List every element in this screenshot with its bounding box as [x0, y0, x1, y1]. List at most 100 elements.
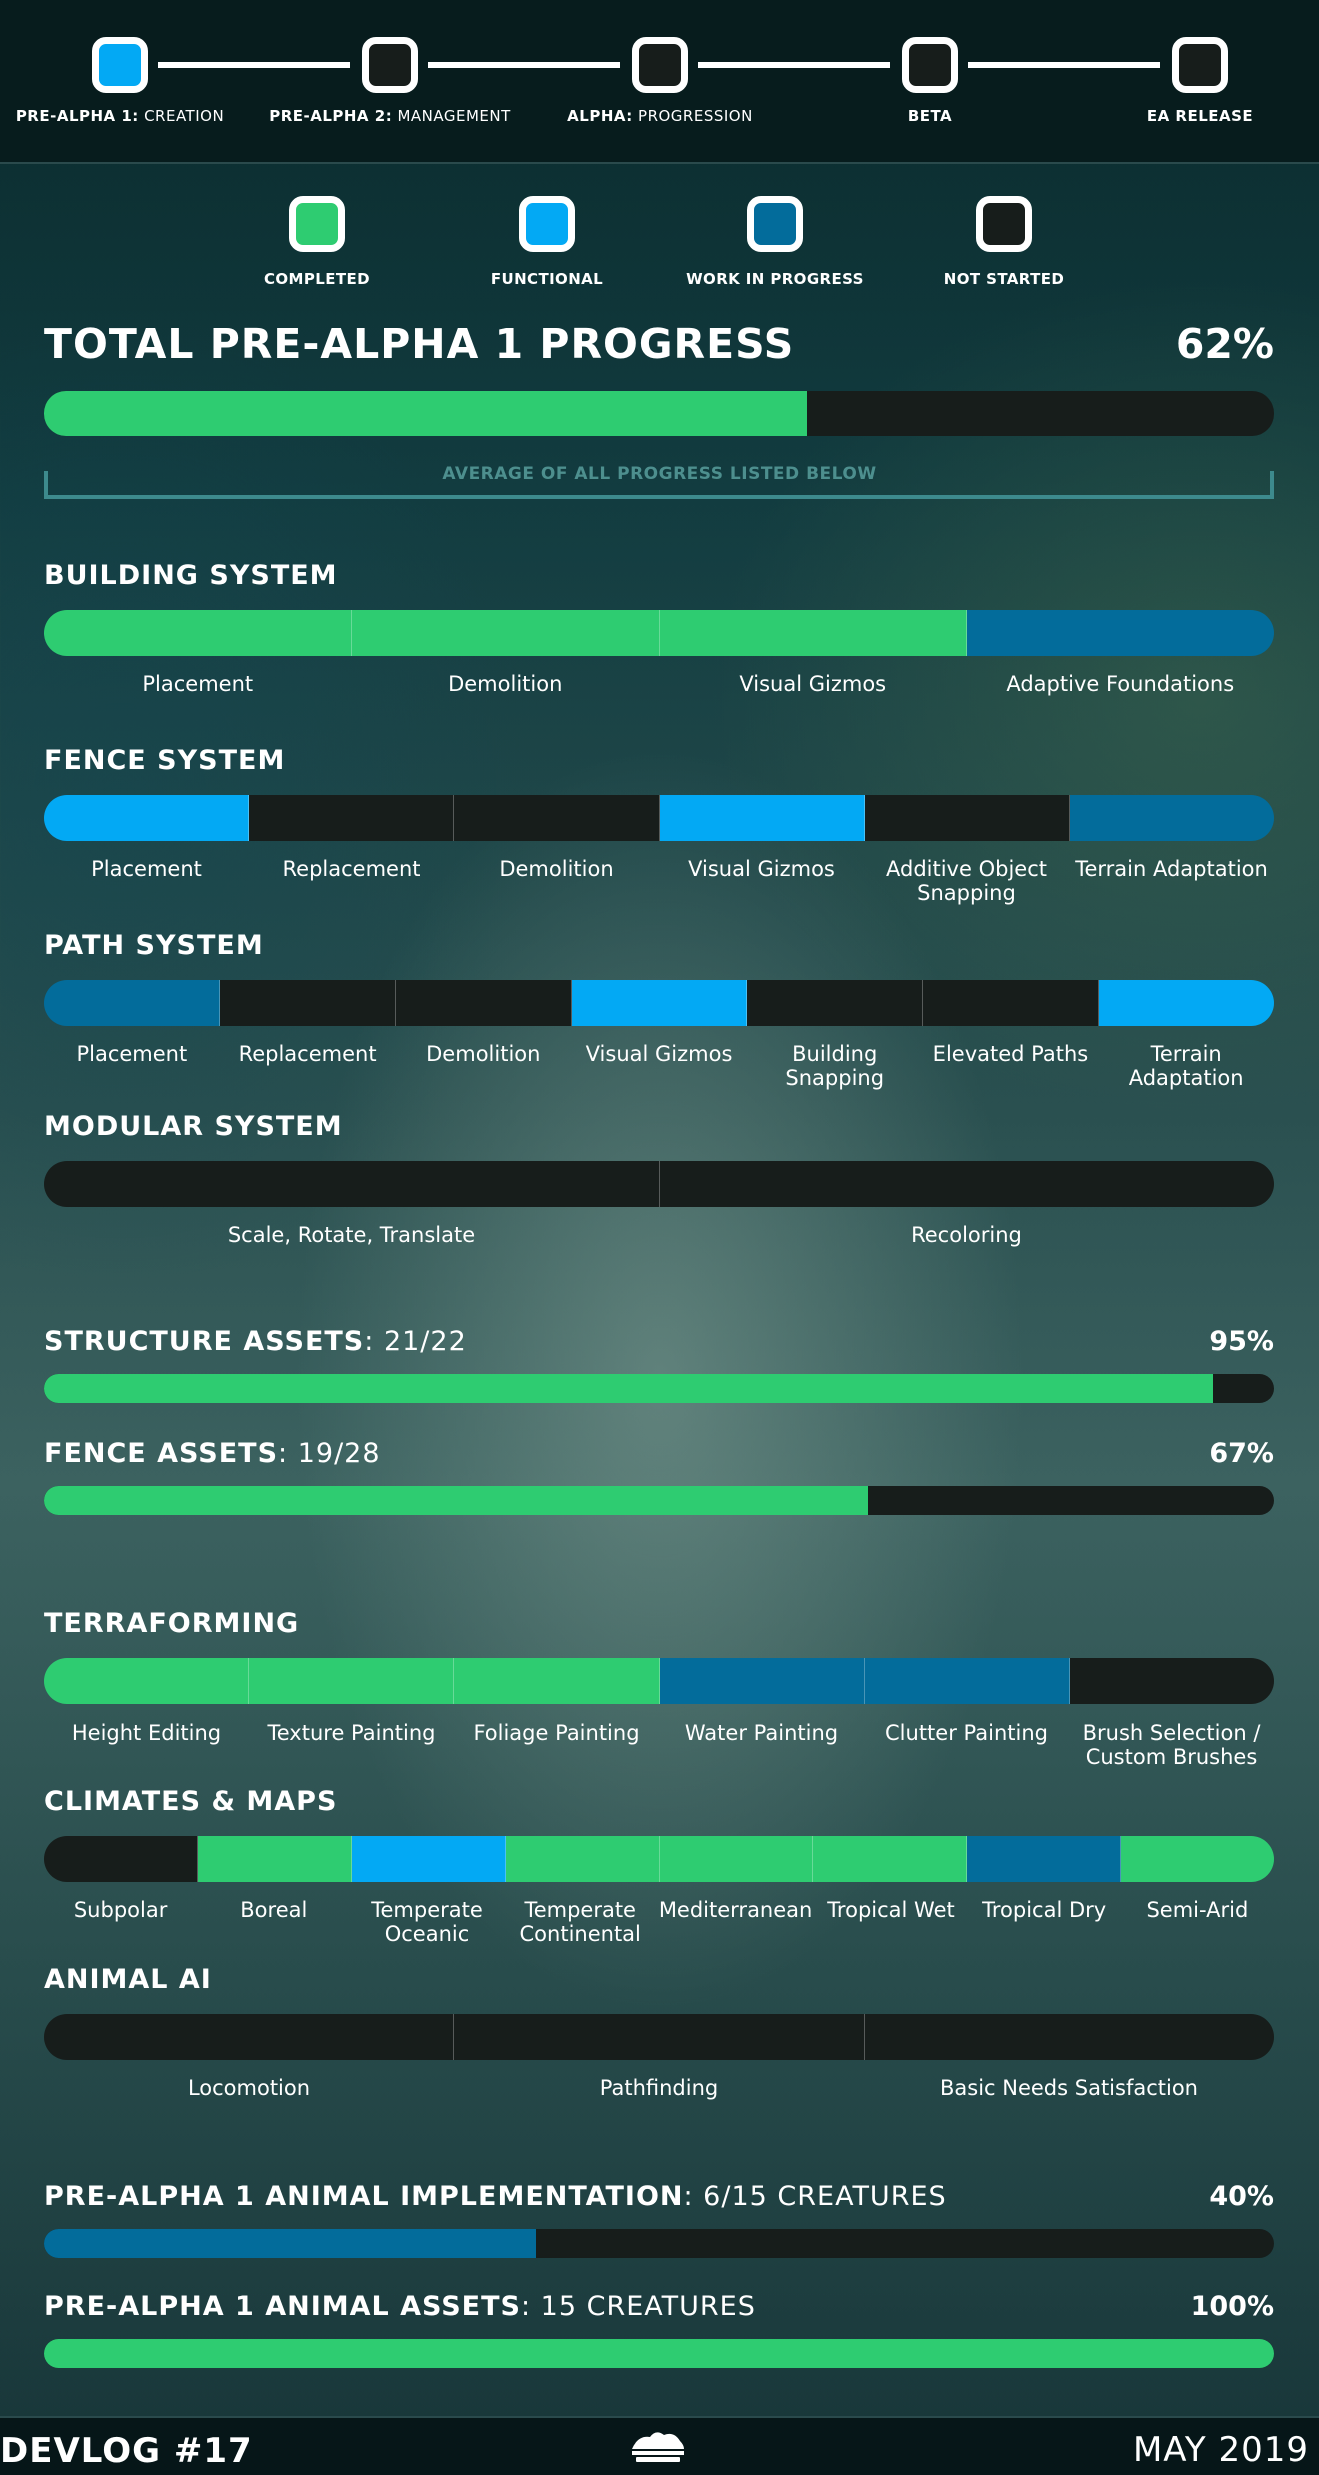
segment-label: Replacement [282, 857, 421, 881]
segment-label: Temperate Oceanic [371, 1898, 483, 1946]
structure-assets-bar [44, 1374, 1274, 1403]
segment-label: Basic Needs Satisfaction [939, 2076, 1198, 2100]
structure-assets-title: STRUCTURE ASSETS: 21/22 [44, 1326, 467, 1357]
progress-segment [864, 795, 1070, 841]
roadmap-stage-label: BETA [907, 107, 953, 125]
structure-assets-percent: 95% [1209, 1326, 1274, 1357]
modular-system-labels: Scale, Rotate, Translate Recoloring [44, 1223, 1274, 1247]
progress-segment [967, 610, 1274, 656]
segment-label: Demolition [426, 1042, 541, 1066]
progress-segment [659, 610, 968, 656]
legend-swatch-completed [289, 196, 345, 252]
total-progress-title: TOTAL PRE-ALPHA 1 PROGRESS [44, 320, 795, 368]
roadmap-stage-label: PRE-ALPHA 1: CREATION [15, 107, 225, 125]
progress-segment [44, 1658, 250, 1704]
total-progress-percent: 62% [1175, 320, 1274, 368]
average-note: AVERAGE OF ALL PROGRESS LISTED BELOW [442, 464, 877, 484]
segment-label: Brush Selection / Custom Brushes [1082, 1721, 1261, 1769]
progress-segment [44, 1161, 660, 1207]
segment-label: Water Painting [684, 1721, 839, 1745]
roadmap-stage-box [1172, 37, 1228, 93]
segment-label: Semi-Arid [1146, 1898, 1249, 1922]
segment-label: Texture Painting [267, 1721, 436, 1745]
progress-segment [505, 1836, 660, 1882]
animal-implementation-bar [44, 2229, 1274, 2258]
fence-system-bar [44, 795, 1274, 841]
progress-segment [249, 1658, 455, 1704]
segment-label: Height Editing [71, 1721, 222, 1745]
roadmap-connector [158, 62, 350, 68]
prehistoric-kingdom-logo [632, 2432, 684, 2462]
progress-segment [219, 980, 396, 1026]
segment-label: Recoloring [911, 1223, 1022, 1247]
devlog-number: DEVLOG #17 [0, 2431, 253, 2471]
roadmap-stage-box [362, 37, 418, 93]
building-system-title: BUILDING SYSTEM [44, 560, 338, 591]
progress-segment [864, 1658, 1070, 1704]
legend-label: NOT STARTED [943, 270, 1065, 288]
fence-assets-bar [44, 1486, 1274, 1515]
building-system-bar [44, 610, 1274, 656]
segment-label: Visual Gizmos [585, 1042, 733, 1066]
segment-label: Boreal [240, 1898, 308, 1922]
progress-segment [197, 1836, 352, 1882]
structure-assets-fill [44, 1374, 1213, 1403]
roadmap-stage-box [632, 37, 688, 93]
roadmap-stage-box [92, 37, 148, 93]
progress-segment [1069, 1658, 1274, 1704]
progress-segment [351, 610, 660, 656]
progress-segment [747, 980, 924, 1026]
fence-system-labels: Placement Replacement Demolition Visual Giz… [44, 857, 1274, 905]
segment-label: Elevated Paths [932, 1042, 1089, 1066]
roadmap-stage-label: ALPHA: PROGRESSION [567, 107, 753, 125]
average-bracket [44, 471, 1274, 499]
terraforming-labels: Height Editing Texture Painting Foliage Pa… [44, 1721, 1274, 1769]
building-system-labels: Placement Demolition Visual Gizmos Adaptive… [44, 672, 1274, 696]
animal-ai-title: ANIMAL AI [44, 1964, 212, 1995]
segment-label: Building Snapping [785, 1042, 885, 1090]
segment-label: Pathfinding [599, 2076, 719, 2100]
roadmap-stage-label: PRE-ALPHA 2: MANAGEMENT [269, 107, 511, 125]
progress-segment [249, 795, 455, 841]
progress-segment [44, 980, 220, 1026]
segment-label: Visual Gizmos [739, 672, 887, 696]
roadmap-stage-label: EA RELEASE [1146, 107, 1254, 125]
segment-label: Adaptive Foundations [1006, 672, 1235, 696]
segment-label: Placement [142, 672, 254, 696]
roadmap-connector [698, 62, 890, 68]
animal-implementation-title: PRE-ALPHA 1 ANIMAL IMPLEMENTATION: 6/15 … [44, 2181, 947, 2212]
modular-system-title: MODULAR SYSTEM [44, 1111, 343, 1142]
segment-label: Tropical Dry [982, 1898, 1107, 1922]
progress-segment [967, 1836, 1122, 1882]
roadmap-connector [968, 62, 1160, 68]
legend-label: COMPLETED [263, 270, 370, 288]
progress-segment [454, 1658, 660, 1704]
path-system-title: PATH SYSTEM [44, 930, 264, 961]
segment-label: Terrain Adaptation [1075, 857, 1268, 881]
progress-segment [659, 1658, 865, 1704]
progress-segment [1121, 1836, 1274, 1882]
segment-label: Mediterranean [658, 1898, 813, 1922]
progress-segment [659, 795, 865, 841]
footer: DEVLOG #17 MAY 2019 [0, 2416, 1319, 2475]
legend-label: WORK IN PROGRESS [686, 270, 864, 288]
terraforming-bar [44, 1658, 1274, 1704]
progress-segment [44, 2014, 455, 2060]
segment-label: Placement [91, 857, 202, 881]
segment-label: Locomotion [187, 2076, 311, 2100]
climates-maps-labels: Subpolar Boreal Temperate Oceanic Temperate… [44, 1898, 1274, 1946]
animal-ai-labels: Locomotion Pathfinding Basic Needs Satisfa… [44, 2076, 1274, 2100]
total-progress-fill [44, 391, 807, 436]
fence-system-title: FENCE SYSTEM [44, 745, 286, 776]
segment-label: Visual Gizmos [688, 857, 835, 881]
progress-segment [454, 2014, 865, 2060]
path-system-bar [44, 980, 1274, 1026]
progress-segment [44, 1836, 198, 1882]
segment-label: Replacement [238, 1042, 377, 1066]
segment-label: Terrain Adaptation [1128, 1042, 1244, 1090]
legend-swatch-functional [519, 196, 575, 252]
progress-segment [44, 795, 250, 841]
animal-implementation-fill [44, 2229, 536, 2258]
climates-maps-bar [44, 1836, 1274, 1882]
progress-segment [864, 2014, 1274, 2060]
